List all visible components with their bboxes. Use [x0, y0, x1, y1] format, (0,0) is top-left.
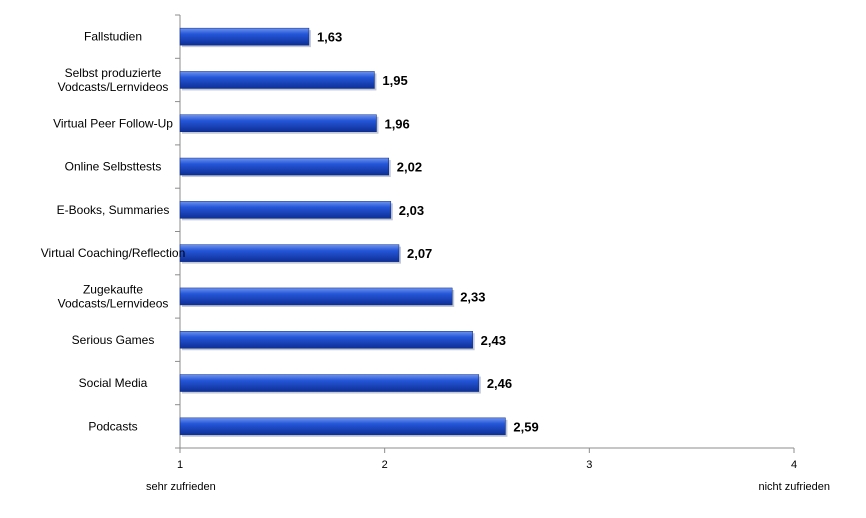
category-label: Virtual Peer Follow-Up	[53, 116, 173, 130]
x-max-label: nicht zufrieden	[758, 481, 830, 493]
category-label: E-Books, Summaries	[57, 203, 170, 217]
category-label-line: Vodcasts/Lernvideos	[58, 296, 169, 310]
bar	[179, 331, 473, 349]
category-label: Fallstudien	[84, 30, 142, 44]
category-label-line: Zugekaufte	[83, 282, 143, 296]
x-tick-label: 3	[586, 459, 592, 471]
category-label-line: Social Media	[79, 376, 148, 390]
category-label-line: Virtual Peer Follow-Up	[53, 116, 173, 130]
category-label: Online Selbsttests	[65, 160, 162, 174]
category-label-line: E-Books, Summaries	[57, 203, 170, 217]
bar	[179, 244, 400, 262]
bar	[179, 157, 390, 176]
category-label: Zugekaufte Vodcasts/Lernvideos	[58, 282, 169, 310]
labels: 1 2 3 4 sehr zufrieden nicht zufrieden Fallstu…	[41, 30, 830, 493]
category-label-line: Selbst produzierte	[65, 66, 162, 80]
category-label: Selbst produzierte Vodcasts/Lernvideos	[58, 66, 169, 94]
bar	[179, 27, 310, 46]
category-label-line: Online Selbsttests	[65, 160, 162, 174]
bar	[179, 287, 453, 306]
value-label: 2,59	[513, 419, 538, 434]
category-label-line: Podcasts	[88, 419, 137, 433]
x-tick-label: 4	[791, 459, 797, 471]
category-label: Podcasts	[88, 419, 137, 433]
bar	[179, 114, 377, 132]
category-label: Serious Games	[72, 333, 155, 347]
value-label: 2,03	[399, 203, 424, 218]
category-label: Virtual Coaching/Reflection	[41, 246, 186, 260]
bar	[179, 201, 392, 219]
value-label: 1,95	[382, 73, 407, 88]
value-label: 2,46	[487, 376, 512, 391]
value-label: 2,02	[397, 160, 422, 175]
value-label: 2,43	[481, 333, 506, 348]
bar	[179, 71, 375, 89]
bars	[179, 27, 508, 437]
value-label: 2,07	[407, 246, 432, 261]
category-label-line: Fallstudien	[84, 30, 142, 44]
bar	[179, 417, 506, 436]
x-tick-label: 2	[382, 459, 388, 471]
category-label-line: Serious Games	[72, 333, 155, 347]
x-tick-label: 1	[177, 459, 183, 471]
value-label: 2,33	[460, 289, 485, 304]
value-label: 1,96	[384, 116, 409, 131]
x-min-label: sehr zufrieden	[146, 481, 216, 493]
value-label: 1,63	[317, 30, 342, 45]
bar	[179, 374, 480, 392]
category-label-line: Virtual Coaching/Reflection	[41, 246, 186, 260]
category-label: Social Media	[79, 376, 148, 390]
category-label-line: Vodcasts/Lernvideos	[58, 80, 169, 94]
